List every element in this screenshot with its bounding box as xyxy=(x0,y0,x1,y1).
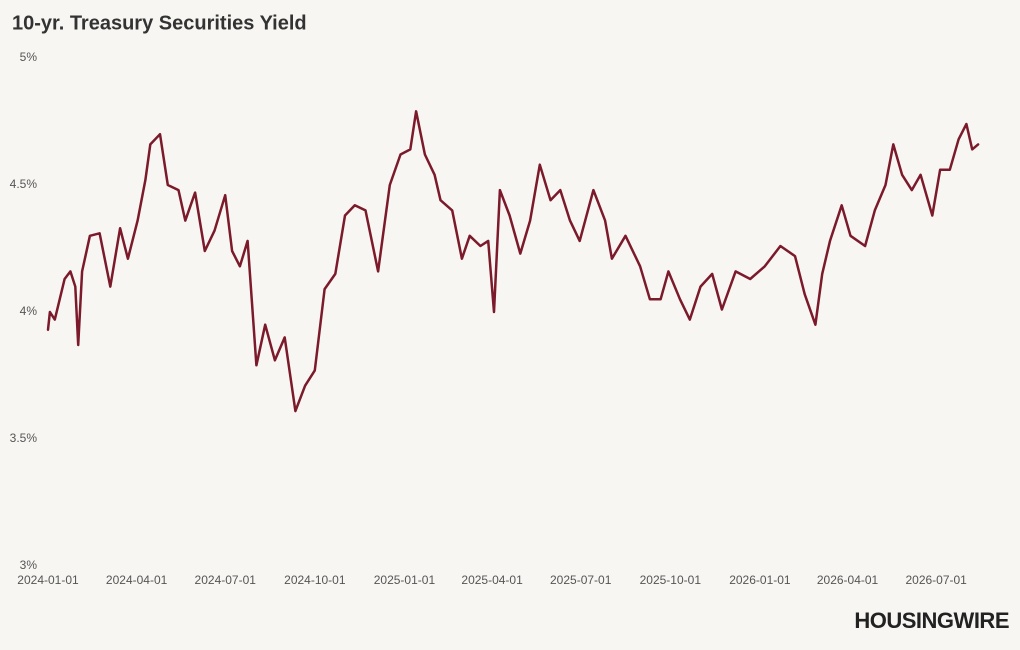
x-tick-label: 2026-01-01 xyxy=(729,573,791,587)
y-tick-label: 4% xyxy=(20,304,38,318)
x-tick-label: 2024-04-01 xyxy=(106,573,168,587)
x-tick-label: 2025-01-01 xyxy=(374,573,436,587)
x-tick-label: 2025-04-01 xyxy=(461,573,523,587)
y-tick-label: 5% xyxy=(20,50,38,64)
y-tick-label: 3.5% xyxy=(10,431,38,445)
x-tick-label: 2025-10-01 xyxy=(640,573,702,587)
y-tick-label: 4.5% xyxy=(10,177,38,191)
x-tick-label: 2024-10-01 xyxy=(284,573,346,587)
chart-title: 10-yr. Treasury Securities Yield xyxy=(12,12,307,34)
x-tick-label: 2026-04-01 xyxy=(817,573,879,587)
x-tick-label: 2025-07-01 xyxy=(550,573,612,587)
line xyxy=(46,110,980,413)
x-tick-label: 2024-01-01 xyxy=(17,573,79,587)
x-tick-label: 2024-07-01 xyxy=(195,573,257,587)
logo: HOUSINGWIRE xyxy=(854,608,1009,633)
x-tick-label: 2026-07-01 xyxy=(905,573,967,587)
y-tick-label: 3% xyxy=(20,558,38,572)
